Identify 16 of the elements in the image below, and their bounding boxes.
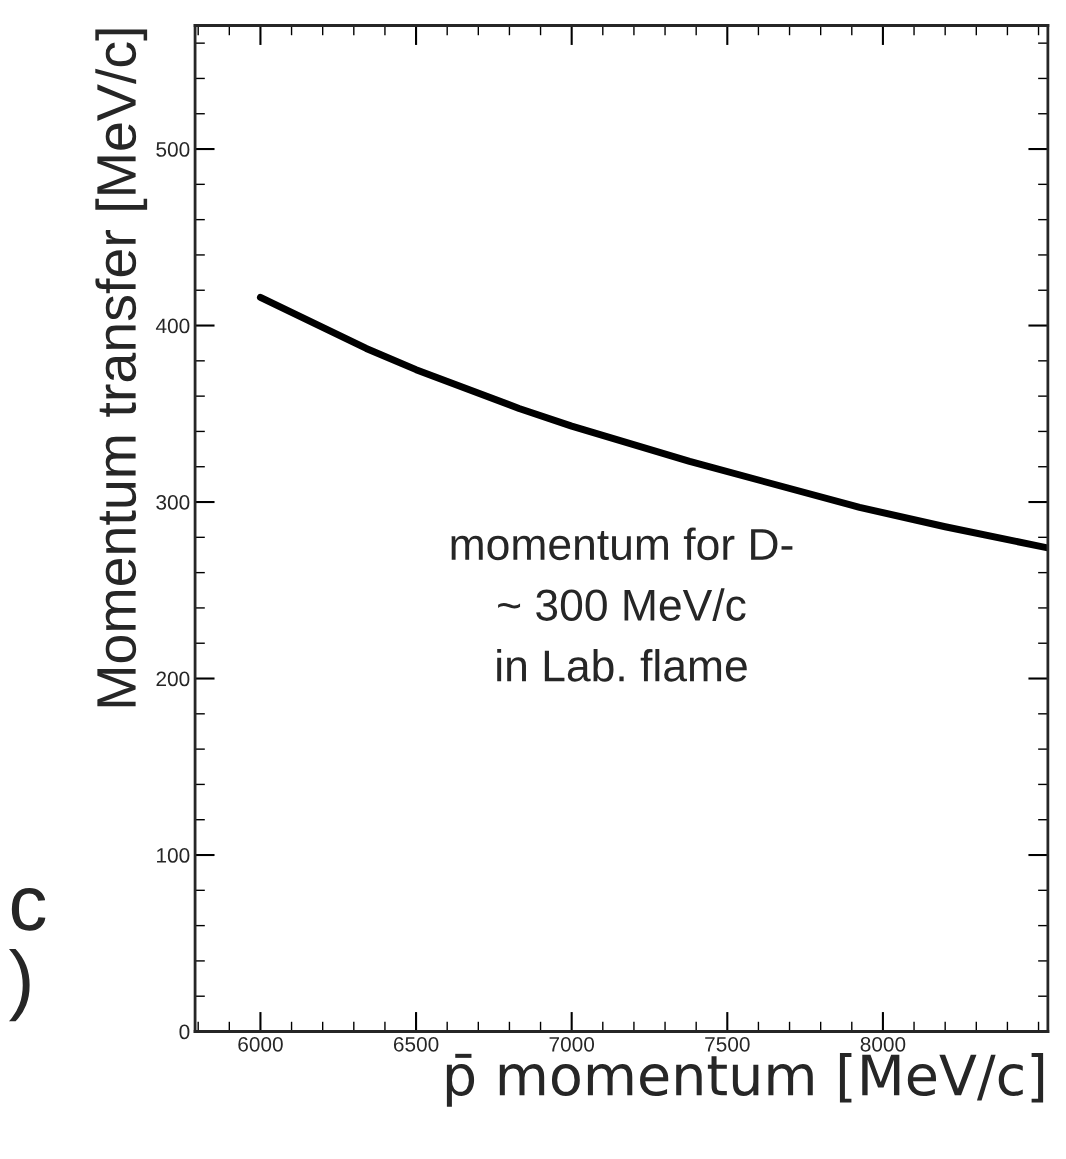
x-tick-label: 7500	[705, 1036, 750, 1052]
annotation: momentum for D- ~ 300 MeV/c in Lab. flame	[451, 527, 793, 682]
text: c	[11, 888, 46, 931]
x-tick-label: 7000	[549, 1036, 595, 1052]
y-axis-title: Momentum transfer [MeV/c]	[95, 29, 148, 707]
y-tick-label: 400	[155, 318, 190, 334]
y-tick-label: 200	[156, 671, 190, 687]
y-tick-label: 100	[157, 848, 190, 863]
y-tick-label: 0	[179, 1024, 190, 1040]
x-tick-label: 6000	[238, 1036, 283, 1052]
x-tick-label: 8000	[860, 1036, 906, 1052]
y-tick-label: 500	[156, 142, 190, 157]
y-tick-label: 300	[156, 495, 190, 510]
x-axis-title: p̄ momentum [MeV/c]	[446, 1053, 1044, 1107]
text: )	[8, 948, 30, 1022]
x-tick-label: 6500	[393, 1036, 439, 1052]
